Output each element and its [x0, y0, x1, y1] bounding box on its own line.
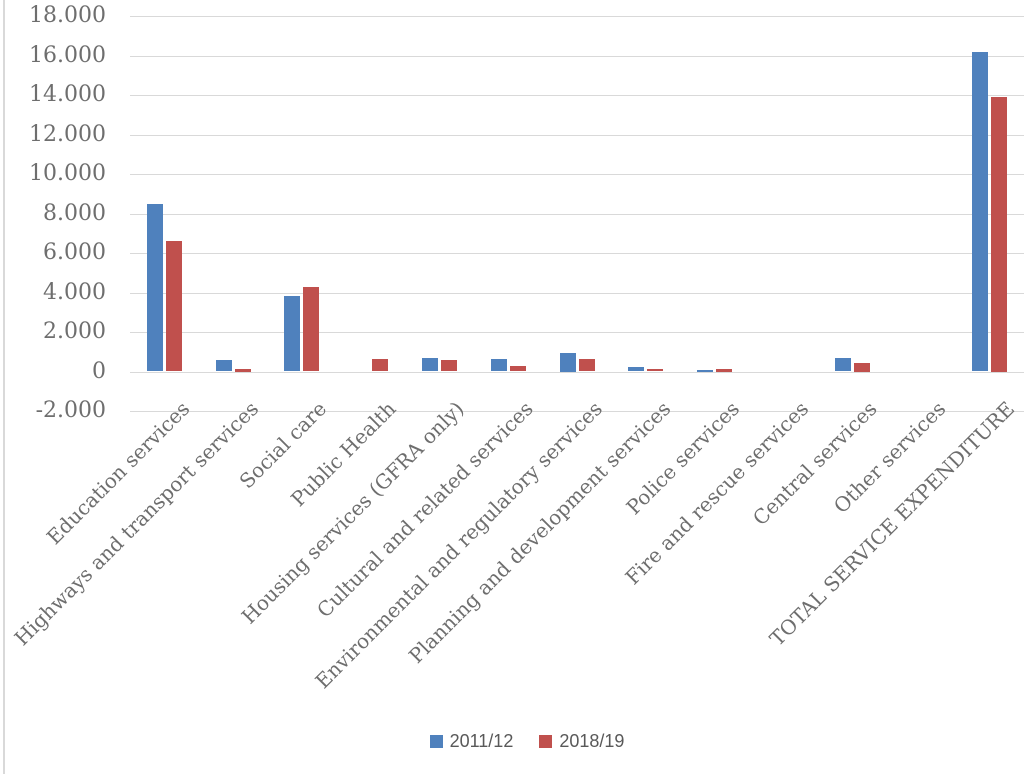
x-axis-category-label: TOTAL SERVICE EXPENDITURE [764, 396, 1020, 651]
y-axis-tick-label: 6.000 [43, 240, 106, 265]
bar-2018/19-Planning and development services [647, 369, 664, 372]
bar-2011/12-Education services [146, 203, 163, 372]
gridline-0 [130, 371, 1024, 373]
bar-2018/19-Cultural and related services [509, 365, 526, 372]
bar-2011/12-Police services [697, 369, 713, 372]
bar-2018/19-Police services [716, 368, 732, 372]
bar-2018/19-Highways and transport services [234, 368, 251, 372]
bar-2011/12-Highways and transport services [215, 359, 232, 372]
bar-2018/19-TOTAL SERVICE EXPENDITURE [991, 97, 1008, 372]
bar-2018/19-Education services [165, 241, 182, 372]
bar-2018/19-Social care [303, 287, 320, 372]
y-axis-tick-label: 4.000 [43, 279, 106, 305]
gridline-14.000 [130, 95, 1024, 96]
gridline-8.000 [130, 213, 1024, 215]
bar-2011/12-Environmental and regulatory services [559, 352, 576, 372]
y-axis-tick-label: 8.000 [43, 200, 106, 226]
y-axis-tick-label: 14.000 [29, 82, 106, 107]
bar-2011/12-Housing services (GFRA only) [422, 358, 438, 372]
y-axis-tick-label: 2.000 [43, 319, 106, 344]
gridline-4.000 [130, 292, 1024, 294]
legend-swatch-icon [429, 735, 443, 748]
gridline-2.000 [130, 332, 1024, 333]
bar-2011/12-Central services [834, 358, 851, 372]
legend-swatch-icon [539, 735, 553, 748]
y-axis-tick-label: 10.000 [29, 161, 106, 186]
bar-2018/19-Central services [853, 363, 870, 372]
y-axis-tick-label: 12.000 [29, 121, 106, 147]
gridline-16.000 [130, 55, 1024, 57]
bar-2011/12-TOTAL SERVICE EXPENDITURE [972, 51, 989, 372]
legend-label: 2018/19 [559, 731, 625, 751]
gridline-10.000 [130, 174, 1024, 175]
x-axis-category-label: Central services [748, 396, 882, 531]
gridline-6.000 [130, 253, 1024, 254]
bar-2011/12-Planning and development services [628, 366, 645, 372]
bar-2018/19-Environmental and regulatory services [578, 359, 595, 372]
x-axis-category-label: Planning and development services [404, 396, 676, 668]
gridline-12.000 [130, 134, 1024, 136]
gridline--2.000 [130, 411, 1024, 412]
bar-2018/19-Public Health [372, 359, 389, 372]
legend-label: 2011/12 [449, 731, 514, 751]
y-axis-tick-label: 18.000 [29, 3, 106, 28]
x-axis-category-label: Highways and transport services [9, 396, 263, 651]
legend-item-2018/19: 2018/19 [539, 731, 624, 752]
y-axis-tick-label: 0 [92, 358, 106, 384]
bar-2011/12-Cultural and related services [490, 359, 507, 372]
y-axis-tick-label: -2.000 [35, 398, 106, 423]
legend: 2011/12 2018/19 [0, 731, 1024, 752]
legend-item-2011/12: 2011/12 [429, 731, 514, 752]
chart-border-left [3, 0, 5, 774]
bar-2011/12-Social care [284, 296, 301, 372]
bar-2018/19-Housing services (GFRA only) [441, 360, 457, 372]
gridline-18.000 [130, 16, 1024, 17]
y-axis-tick-label: 16.000 [29, 42, 106, 68]
